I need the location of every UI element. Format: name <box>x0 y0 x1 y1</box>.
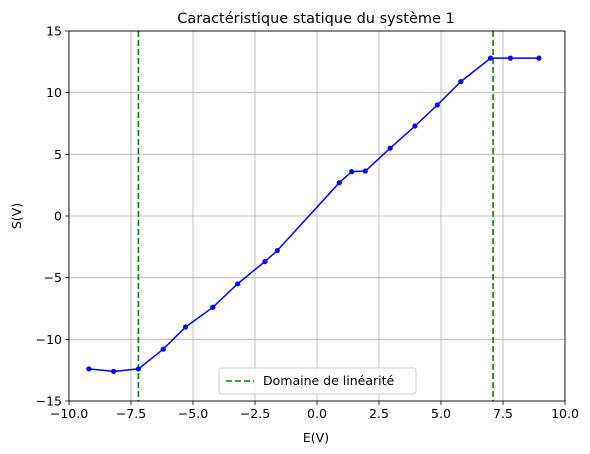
data-point <box>434 102 440 108</box>
x-axis-label: E(V) <box>303 430 329 445</box>
data-point <box>160 346 166 352</box>
x-axis-ticks: −10.0 −7.5 −5.0 −2.5 0.0 2.5 5.0 7.5 10.0 <box>50 401 579 421</box>
legend: Domaine de linéarité <box>218 367 417 395</box>
data-point <box>210 304 216 310</box>
data-point <box>182 324 189 330</box>
y-tick-label: 0 <box>54 209 62 224</box>
y-tick-label: 5 <box>54 147 62 162</box>
x-tick-label: 7.5 <box>493 406 513 421</box>
x-tick-label: 5.0 <box>431 406 451 421</box>
data-point <box>458 78 464 85</box>
data-point <box>349 169 355 175</box>
data-point <box>235 281 241 287</box>
data-point <box>336 180 342 186</box>
data-point <box>362 168 368 174</box>
x-tick-label: 0.0 <box>307 406 327 421</box>
y-axis-ticks: −15 −10 −5 0 5 10 15 <box>36 24 69 409</box>
data-point <box>536 55 542 61</box>
y-tick-label: 15 <box>46 24 62 39</box>
data-point <box>507 55 514 61</box>
x-tick-label: −10.0 <box>50 406 88 421</box>
legend-entry-label: Domaine de linéarité <box>263 373 394 388</box>
y-tick-label: −15 <box>36 394 62 409</box>
y-tick-label: −5 <box>44 270 62 285</box>
data-point <box>412 123 418 129</box>
x-tick-label: −7.5 <box>116 406 146 421</box>
data-point <box>111 368 117 374</box>
x-tick-label: 10.0 <box>551 406 579 421</box>
data-point <box>86 366 92 372</box>
data-point <box>274 247 280 254</box>
data-series <box>86 55 542 374</box>
y-tick-label: 10 <box>46 85 62 100</box>
data-point <box>262 259 268 265</box>
data-point <box>387 145 393 151</box>
x-tick-label: 2.5 <box>369 406 389 421</box>
x-tick-label: −2.5 <box>240 406 270 421</box>
y-axis-label: S(V) <box>9 203 24 229</box>
data-point <box>135 366 142 372</box>
plot-area <box>68 30 566 402</box>
legend-box <box>218 367 417 395</box>
chart-title: Caractéristique statique du système 1 <box>177 11 455 27</box>
linearity-domain-lines <box>137 31 494 401</box>
data-point <box>488 55 494 61</box>
y-tick-label: −10 <box>36 332 62 347</box>
x-tick-label: −5.0 <box>178 406 208 421</box>
